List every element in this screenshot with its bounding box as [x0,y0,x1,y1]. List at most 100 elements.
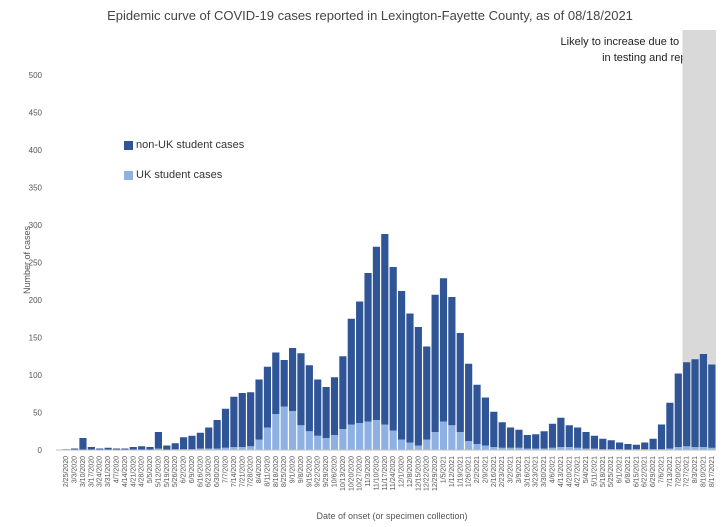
x-tick-label: 9/29/2020 [323,456,330,487]
bar-uk-student [389,430,397,450]
x-tick-label: 1/19/2021 [457,456,464,487]
bar-uk-student [582,448,590,450]
bar-uk-student [347,424,355,450]
bar-uk-student [574,447,582,450]
bar-non-uk-student [439,278,448,422]
bar-non-uk-student [372,246,381,420]
bar-non-uk-student [213,420,221,449]
bar-non-uk-student [112,448,121,450]
bar-uk-student [154,448,163,450]
x-tick-label: 4/21/2020 [130,456,137,487]
x-tick-label: 10/27/2020 [357,456,364,491]
bar-uk-student [330,435,339,450]
bar-non-uk-student [641,442,649,450]
bar-uk-student [439,421,448,450]
bar-uk-student [506,447,515,450]
x-tick-label: 11/17/2020 [382,456,389,491]
y-tick-label: 100 [29,371,43,380]
bar-non-uk-student [657,424,666,450]
bar-non-uk-student [305,365,313,432]
bar-uk-student [364,421,372,450]
legend-item-uk: UK student cases [124,169,222,181]
bar-non-uk-student [548,423,557,448]
x-tick-label: 4/14/2020 [122,456,129,487]
x-tick-label: 12/8/2020 [407,456,414,487]
bar-non-uk-student [381,234,389,425]
x-tick-label: 8/25/2020 [281,456,288,487]
bar-non-uk-student [121,448,129,450]
x-tick-label: 3/10/2020 [80,456,87,487]
bar-uk-student [565,447,573,450]
bar-uk-student [255,439,263,450]
bar-uk-student [540,448,548,450]
legend-label-non-uk: non-UK student cases [136,139,245,152]
bar-uk-student [414,445,422,450]
x-tick-label: 6/2/2020 [181,456,188,483]
bar-non-uk-student [423,346,431,440]
x-tick-label: 3/30/2021 [541,456,548,487]
bar-uk-student [557,447,565,450]
bar-uk-student [288,411,297,450]
bar-non-uk-student [498,422,506,448]
bar-non-uk-student [708,364,716,448]
x-tick-label: 1/5/2021 [441,456,448,483]
x-tick-label: 7/28/2020 [248,456,255,487]
x-tick-label: 5/5/2020 [147,456,154,483]
y-tick-label: 200 [29,296,43,305]
bar-uk-student [213,448,221,450]
bar-non-uk-student [280,360,288,407]
x-tick-label: 8/4/2020 [256,456,263,483]
bar-uk-student [683,446,691,450]
bar-non-uk-student [523,435,531,449]
bar-non-uk-student [314,379,322,436]
x-tick-label: 12/1/2020 [399,456,406,487]
x-tick-label: 9/15/2020 [306,456,313,487]
x-tick-label: 2/16/2021 [491,456,498,487]
bar-non-uk-student [582,432,590,449]
bar-non-uk-student [288,348,297,411]
bar-non-uk-student [456,333,464,432]
legend-swatch-non-uk [124,140,133,150]
bar-non-uk-student [448,297,456,426]
bar-non-uk-student [330,377,339,435]
bar-non-uk-student [138,446,146,450]
x-tick-label: 2/25/2020 [63,456,70,487]
bar-uk-student [423,439,431,450]
x-tick-label: 7/14/2020 [231,456,238,487]
bar-uk-student [263,427,272,450]
bar-non-uk-student [163,445,171,450]
x-tick-label: 4/28/2020 [139,456,146,487]
x-tick-label: 9/1/2020 [290,456,297,483]
chart-title: Epidemic curve of COVID-19 cases reporte… [107,8,633,23]
bar-non-uk-student [188,435,196,450]
bar-non-uk-student [129,447,137,450]
bar-non-uk-student [196,432,204,449]
x-tick-label: 4/6/2021 [550,456,557,483]
x-tick-label: 5/18/2021 [600,456,607,487]
x-tick-label: 6/9/2020 [189,456,196,483]
x-tick-label: 10/20/2020 [348,456,355,491]
x-tick-label: 3/16/2021 [524,456,531,487]
bar-uk-student [498,447,506,450]
bar-uk-student [297,425,305,450]
bar-non-uk-student [96,448,104,450]
x-tick-label: 7/27/2021 [684,456,691,487]
bar-non-uk-student [179,437,188,450]
bar-non-uk-student [154,432,163,449]
bar-non-uk-student [87,447,95,450]
x-tick-label: 5/19/2020 [164,456,171,487]
bar-uk-student [314,435,322,450]
bar-non-uk-student [104,447,112,450]
bar-uk-student [397,439,406,450]
x-tick-label: 2/23/2021 [499,456,506,487]
bar-uk-student [322,438,330,450]
bar-non-uk-student [389,267,397,431]
bar-non-uk-student [490,411,498,447]
bar-uk-student [456,432,464,450]
x-tick-label: 3/2/2021 [508,456,515,483]
bar-uk-student [205,448,213,450]
bar-uk-student [490,447,498,450]
bar-non-uk-student [699,354,708,447]
bar-non-uk-student [431,294,439,432]
